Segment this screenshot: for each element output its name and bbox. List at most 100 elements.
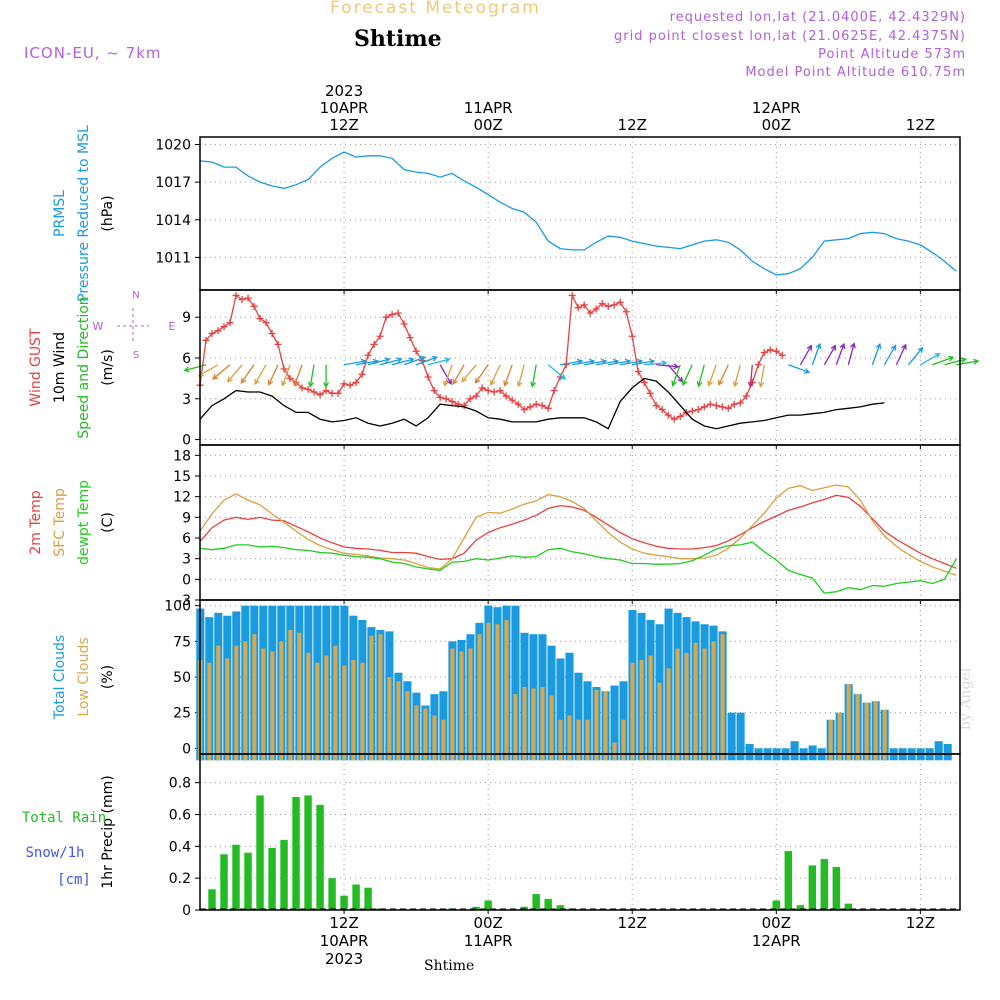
wind-arrow-head [183, 366, 190, 373]
wind-arrow [490, 364, 501, 385]
low-cloud-bar [378, 634, 383, 761]
wind-arrow-head [530, 381, 536, 388]
compass-cross [117, 308, 149, 344]
wind-arrow-head [474, 377, 481, 384]
wind-arrow [920, 353, 940, 366]
y-axis-label: (hPa) [100, 195, 116, 231]
gust-marker [250, 302, 258, 310]
wind-arrow-head [758, 381, 765, 388]
series-line-10m wind [199, 377, 885, 430]
wind-arrow [452, 364, 465, 385]
y-axis-label: (C) [100, 512, 116, 533]
low-cloud-bar [549, 695, 554, 761]
wind-arrow [907, 347, 924, 366]
panel-frame-precip [199, 753, 961, 911]
gust-marker [658, 406, 666, 414]
precip-bar [532, 894, 540, 910]
wind-arrow-head [830, 344, 837, 351]
y-tick-label: 0 [182, 903, 191, 919]
gust-marker [598, 300, 606, 308]
precip-bar [784, 851, 793, 910]
wind-arrow [227, 364, 243, 383]
model-label: ICON-EU, ~ 7km [24, 44, 162, 62]
low-cloud-bar [387, 677, 392, 761]
gust-marker [316, 391, 324, 399]
wind-arrow-head [648, 358, 656, 365]
gust-marker [322, 387, 330, 395]
y-axis-label: 1hr Precip (mm) [100, 775, 116, 888]
wind-arrow-head [489, 379, 496, 386]
wind-arrow-head [384, 357, 391, 364]
gust-marker [550, 387, 558, 395]
low-cloud-bar [657, 682, 662, 761]
precip-bar [244, 852, 252, 910]
wind-arrow [391, 358, 414, 366]
gust-marker [448, 397, 456, 405]
top-time-label: 12Z [618, 116, 647, 134]
wind-arrow-head [503, 380, 509, 387]
gust-marker [274, 340, 282, 348]
wind-arrow [799, 345, 812, 366]
low-cloud-bar [216, 645, 221, 761]
low-cloud-bar [693, 642, 698, 761]
y-tick-label: 100 [164, 599, 191, 615]
low-cloud-bar [540, 686, 545, 761]
precip-bar [256, 795, 264, 910]
gust-marker [700, 403, 708, 411]
gust-marker [586, 309, 594, 317]
precip-bar [472, 906, 480, 910]
low-cloud-bar [468, 648, 473, 761]
bottom-time-label: 12Z [329, 914, 358, 932]
low-cloud-bar [423, 708, 428, 761]
wind-arrow-head [431, 355, 439, 362]
wind-arrow [475, 364, 489, 384]
y-tick-label: 12 [173, 490, 191, 506]
wind-arrow [608, 360, 630, 366]
chart-title: Forecast Meteogram [330, 0, 541, 18]
gust-marker [616, 298, 624, 306]
low-cloud-bar [450, 648, 455, 761]
gust-marker [352, 378, 360, 386]
low-cloud-bar [261, 648, 266, 761]
place-name: Shtime [354, 26, 442, 52]
low-cloud-bar [234, 645, 239, 761]
low-cloud-bar [432, 715, 437, 761]
low-cloud-bar [486, 622, 491, 761]
wind-arrow [733, 364, 741, 387]
total-cloud-bar [790, 741, 799, 761]
y-tick-label: 0.6 [169, 807, 191, 823]
low-cloud-bar [666, 668, 671, 761]
gust-marker [754, 361, 762, 369]
total-cloud-bar [745, 744, 754, 761]
wind-arrow-head [934, 353, 941, 359]
wind-arrow [788, 364, 810, 373]
low-cloud-bar [252, 634, 257, 761]
total-cloud-bar [934, 741, 943, 761]
y-axis-label: Total Clouds [52, 635, 68, 720]
wind-arrow [944, 358, 966, 366]
gust-marker [436, 393, 444, 401]
gust-marker [622, 308, 630, 316]
total-cloud-bar [511, 605, 520, 761]
precip-bar [808, 865, 817, 910]
wind-arrow-head [803, 368, 811, 374]
wind-arrow [895, 344, 907, 366]
wind-arrow-head [681, 379, 688, 386]
wind-arrow-head [673, 363, 680, 370]
wind-arrow [632, 360, 655, 366]
wind-arrow [443, 364, 453, 386]
precip-bar [316, 804, 324, 910]
low-cloud-bar [684, 652, 689, 761]
compass-e: E [169, 320, 176, 333]
wind-arrow [811, 343, 821, 366]
gust-marker [514, 400, 522, 408]
wind-arrow-head [671, 380, 677, 387]
panel-pressure: 1011 1014 1017 1020 PRMSL Pressure Reduced to… [52, 125, 961, 302]
panel-frame-pressure [199, 136, 961, 291]
low-cloud-bar [855, 694, 860, 761]
low-cloud-bar [369, 635, 374, 761]
precip-bar [520, 906, 528, 910]
wind-arrow [667, 364, 683, 383]
gust-marker [472, 392, 480, 400]
